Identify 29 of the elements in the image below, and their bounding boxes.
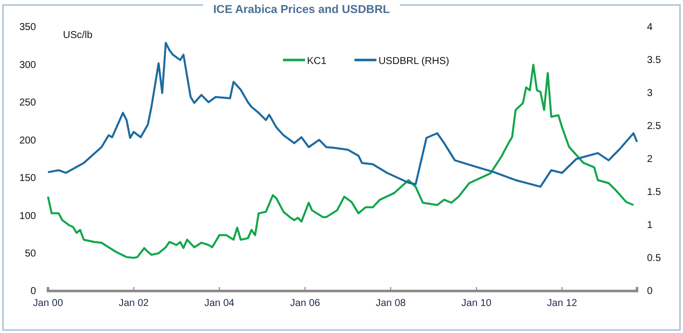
y2-tick-label: 1.5 [647,187,662,198]
legend-label: USDBRL (RHS) [378,56,450,67]
y2-tick-label: 0 [647,286,653,298]
y2-tick-label: 3 [647,88,653,100]
y-tick-label: 200 [19,135,36,146]
y2-tick-label: 1 [647,220,653,232]
y2-tick-label: 4 [647,22,653,34]
y-tick-label: 250 [19,98,36,109]
y-axis-title: USc/lb [63,30,93,41]
y-tick-label: 150 [19,173,36,184]
x-tick-label: Jan 06 [290,298,321,310]
y-tick-label: 350 [19,22,36,34]
chart-title: ICE Arabica Prices and USDBRL [213,4,390,16]
y-tick-label: 100 [19,210,36,222]
y2-tick-label: 0.5 [647,253,662,264]
x-tick-label: Jan 12 [547,298,578,310]
x-tick-label: Jan 00 [32,298,64,310]
legend-label: KC1 [307,56,327,67]
x-tick-label: Jan 04 [204,298,235,310]
x-tick-label: Jan 10 [461,298,492,310]
y2-tick-label: 2 [647,154,653,166]
y-tick-label: 300 [19,60,36,71]
y2-tick-label: 2.5 [647,121,662,132]
y-tick-label: 0 [30,286,36,298]
y2-tick-label: 3.5 [647,55,662,66]
line-series [47,42,638,188]
x-tick-label: Jan 08 [376,298,406,310]
y-tick-label: 50 [24,248,36,260]
x-tick-label: Jan 02 [118,298,150,310]
